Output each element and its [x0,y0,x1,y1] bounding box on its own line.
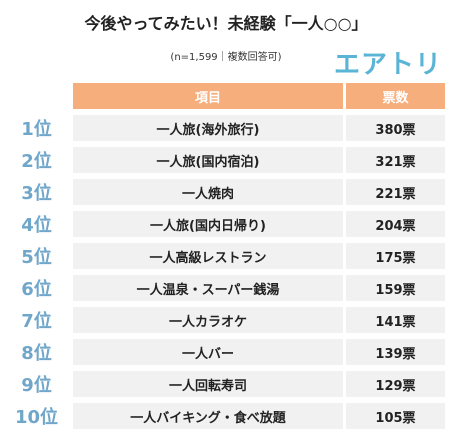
table-header: 項目 票数 [73,83,445,109]
table-row: 一人バイキング・食べ放題 105票 [73,403,445,429]
row-item: 一人バイキング・食べ放題 [73,403,343,429]
row-votes: 221票 [346,179,445,205]
row-item: 一人バー [73,339,343,365]
row-votes: 139票 [346,339,445,365]
rank-label: 5位 [21,247,52,268]
row-votes: 321票 [346,147,445,173]
rank-label: 8位 [21,343,52,364]
sample-note: (n=1,599｜複数回答可) [170,52,282,63]
ranking-table: 項目 票数 一人旅(海外旅行) 380票 一人旅(国内宿泊) 321票 一人焼肉… [73,83,445,435]
row-votes: 380票 [346,115,445,141]
row-item: 一人温泉・スーパー銭湯 [73,275,343,301]
table-row: 一人焼肉 221票 [73,179,445,205]
brand-logo: エアトリ [333,50,442,80]
table-row: 一人旅(国内日帰り) 204票 [73,211,445,237]
row-votes: 175票 [346,243,445,269]
row-votes: 159票 [346,275,445,301]
table-row: 一人高級レストラン 175票 [73,243,445,269]
rank-label: 3位 [21,183,52,204]
row-votes: 141票 [346,307,445,333]
rank-label: 2位 [21,151,52,172]
rank-label: 6位 [21,279,52,300]
table-row: 一人バー 139票 [73,339,445,365]
rank-label: 1位 [21,119,52,140]
rank-column: 1位 2位 3位 4位 5位 6位 7位 8位 9位 10位 [0,115,73,435]
row-item: 一人カラオケ [73,307,343,333]
row-item: 一人焼肉 [73,179,343,205]
table-row: 一人温泉・スーパー銭湯 159票 [73,275,445,301]
row-item: 一人旅(国内宿泊) [73,147,343,173]
rank-label: 7位 [21,311,52,332]
table-row: 一人回転寿司 129票 [73,371,445,397]
row-votes: 129票 [346,371,445,397]
row-votes: 105票 [346,403,445,429]
row-item: 一人回転寿司 [73,371,343,397]
row-item: 一人旅(海外旅行) [73,115,343,141]
table-row: 一人カラオケ 141票 [73,307,445,333]
row-item: 一人旅(国内日帰り) [73,211,343,237]
row-votes: 204票 [346,211,445,237]
rank-label: 9位 [21,375,52,396]
header-item: 項目 [73,83,343,109]
page-title: 今後やってみたい！未経験「一人○○」 [84,14,368,33]
rank-label: 4位 [21,215,52,236]
header-votes: 票数 [346,83,445,109]
rank-label: 10位 [14,407,59,428]
row-item: 一人高級レストラン [73,243,343,269]
table-row: 一人旅(国内宿泊) 321票 [73,147,445,173]
table-row: 一人旅(海外旅行) 380票 [73,115,445,141]
